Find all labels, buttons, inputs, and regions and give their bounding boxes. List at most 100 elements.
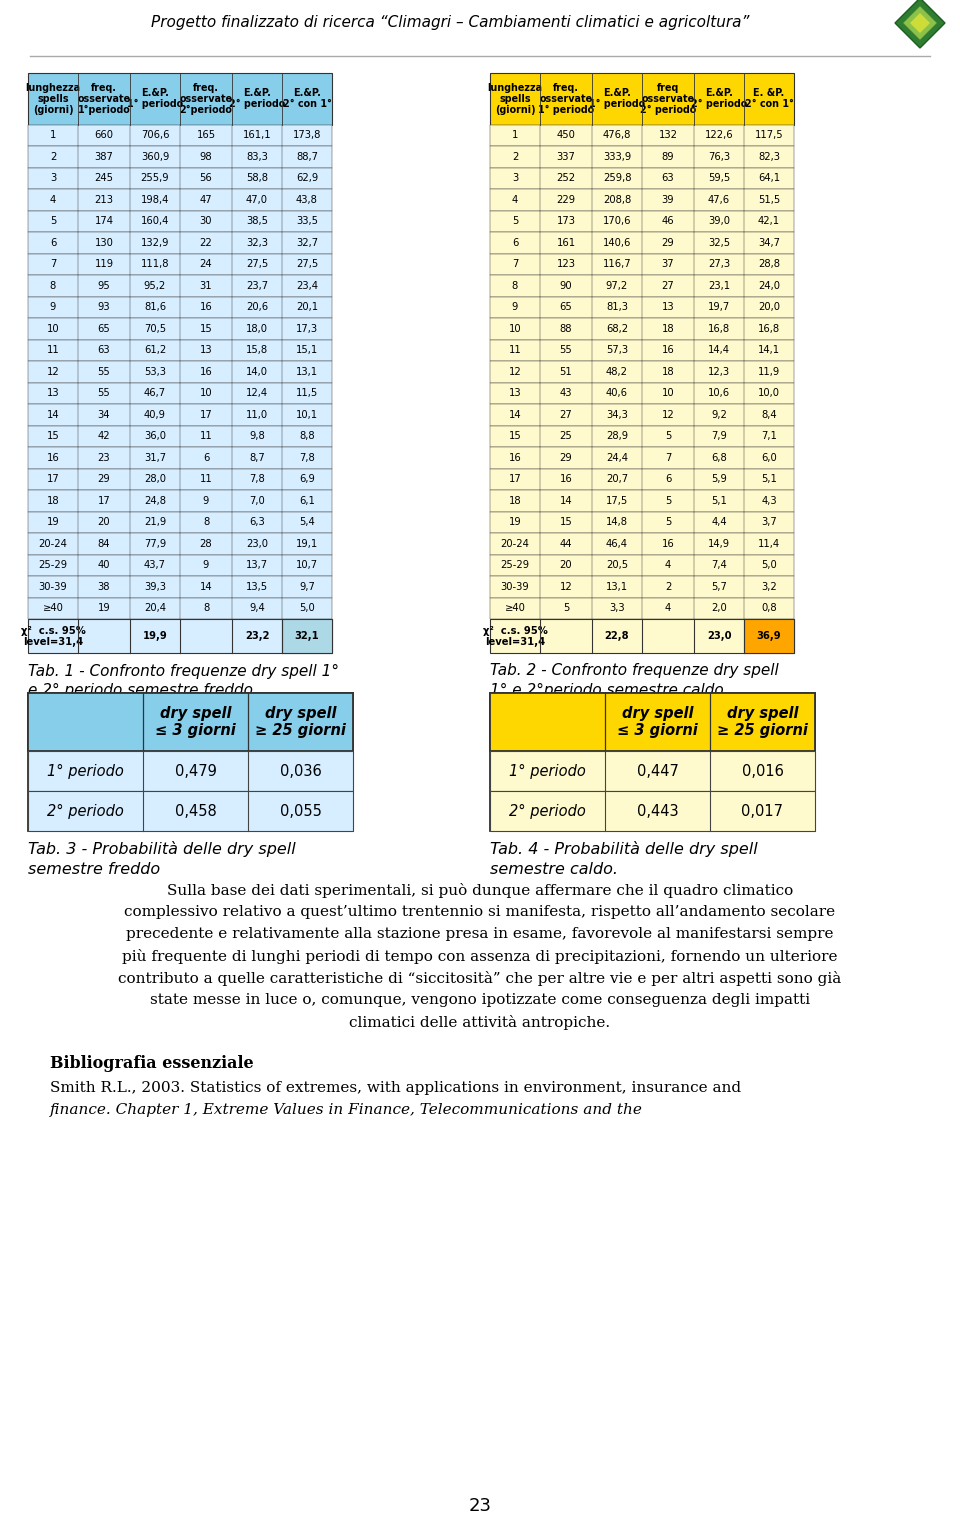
Text: 13,1: 13,1 — [296, 367, 318, 377]
Text: 20,6: 20,6 — [246, 303, 268, 312]
Text: 0,447: 0,447 — [636, 764, 679, 778]
Bar — [490, 533, 794, 555]
Text: 5: 5 — [512, 217, 518, 226]
Text: 116,7: 116,7 — [603, 260, 632, 269]
Text: 19: 19 — [509, 518, 521, 527]
Bar — [28, 339, 332, 361]
Text: 16: 16 — [661, 539, 674, 549]
Text: 23,1: 23,1 — [708, 281, 730, 290]
Text: 36,9: 36,9 — [756, 631, 781, 642]
Bar — [490, 694, 815, 750]
Text: 6,9: 6,9 — [300, 474, 315, 484]
Text: 8,7: 8,7 — [250, 452, 265, 463]
Bar — [490, 576, 794, 597]
Text: 5: 5 — [50, 217, 57, 226]
Text: 55: 55 — [560, 345, 572, 356]
Text: 15: 15 — [200, 324, 212, 333]
Bar — [490, 339, 794, 361]
Text: 12,3: 12,3 — [708, 367, 730, 377]
Text: 23,4: 23,4 — [296, 281, 318, 290]
Text: 47,0: 47,0 — [246, 196, 268, 205]
Text: 5: 5 — [665, 518, 671, 527]
Bar — [490, 469, 794, 490]
Text: 5,0: 5,0 — [761, 561, 777, 570]
Text: 0,016: 0,016 — [741, 764, 783, 778]
Bar — [28, 512, 332, 533]
Text: 11,4: 11,4 — [758, 539, 780, 549]
Text: 15: 15 — [560, 518, 572, 527]
Text: 140,6: 140,6 — [603, 238, 631, 248]
Text: 24,0: 24,0 — [758, 281, 780, 290]
Text: 4: 4 — [50, 196, 56, 205]
Text: 9,4: 9,4 — [250, 604, 265, 613]
Text: 9: 9 — [203, 497, 209, 506]
Text: 259,8: 259,8 — [603, 173, 632, 183]
Text: 40,9: 40,9 — [144, 410, 166, 420]
Text: 64,1: 64,1 — [758, 173, 780, 183]
Text: 32,5: 32,5 — [708, 238, 730, 248]
Text: 18: 18 — [47, 497, 60, 506]
Text: 2: 2 — [50, 151, 57, 162]
Text: 20-24: 20-24 — [500, 539, 529, 549]
Bar — [28, 555, 332, 576]
Text: 12,4: 12,4 — [246, 388, 268, 399]
Text: 6: 6 — [512, 238, 518, 248]
Text: 20: 20 — [560, 561, 572, 570]
Text: 33,5: 33,5 — [296, 217, 318, 226]
Text: finance. Chapter 1, Extreme Values in Finance, Telecommunications and the: finance. Chapter 1, Extreme Values in Fi… — [50, 1103, 643, 1117]
Text: 5,0: 5,0 — [300, 604, 315, 613]
Text: 20,1: 20,1 — [296, 303, 318, 312]
Text: 55: 55 — [98, 388, 110, 399]
Bar — [490, 211, 794, 232]
Text: freq.
osservate
2°periodo: freq. osservate 2°periodo — [180, 83, 232, 115]
Text: 30-39: 30-39 — [500, 582, 529, 591]
Text: 6,8: 6,8 — [711, 452, 727, 463]
Text: 14,4: 14,4 — [708, 345, 730, 356]
Text: ≥40: ≥40 — [505, 604, 525, 613]
Text: 34,7: 34,7 — [758, 238, 780, 248]
Text: 36,0: 36,0 — [144, 431, 166, 442]
Text: 132: 132 — [659, 130, 678, 141]
Bar — [28, 211, 332, 232]
Text: 90: 90 — [560, 281, 572, 290]
Text: 160,4: 160,4 — [141, 217, 169, 226]
Text: 161,1: 161,1 — [243, 130, 272, 141]
Text: 14,1: 14,1 — [758, 345, 780, 356]
Text: 2: 2 — [665, 582, 671, 591]
Text: 13,1: 13,1 — [606, 582, 628, 591]
Text: 117,5: 117,5 — [755, 130, 783, 141]
Text: 6,3: 6,3 — [250, 518, 265, 527]
Text: 38: 38 — [98, 582, 110, 591]
Text: 252: 252 — [557, 173, 576, 183]
Polygon shape — [903, 6, 937, 40]
Text: 17: 17 — [509, 474, 521, 484]
Text: climatici delle attività antropiche.: climatici delle attività antropiche. — [349, 1015, 611, 1030]
Text: 46: 46 — [661, 217, 674, 226]
Text: 3: 3 — [50, 173, 56, 183]
Text: 6,0: 6,0 — [761, 452, 777, 463]
Text: 61,2: 61,2 — [144, 345, 166, 356]
Text: 20,7: 20,7 — [606, 474, 628, 484]
Text: 17: 17 — [200, 410, 212, 420]
Text: E.&P.
1° periodo: E.&P. 1° periodo — [588, 89, 645, 110]
Bar — [490, 168, 794, 189]
Text: 173: 173 — [557, 217, 575, 226]
Text: 27: 27 — [661, 281, 674, 290]
Text: 3: 3 — [512, 173, 518, 183]
Text: 170,6: 170,6 — [603, 217, 632, 226]
Bar — [490, 125, 794, 147]
Text: 0,458: 0,458 — [175, 804, 216, 819]
Bar — [490, 512, 794, 533]
Bar — [28, 490, 332, 512]
Text: 17,3: 17,3 — [296, 324, 318, 333]
Text: 6: 6 — [665, 474, 671, 484]
Text: 18: 18 — [661, 324, 674, 333]
Text: 14,9: 14,9 — [708, 539, 730, 549]
Text: 24: 24 — [200, 260, 212, 269]
Bar — [28, 597, 332, 619]
Text: 23,2: 23,2 — [245, 631, 269, 642]
Text: dry spell
≤ 3 giorni: dry spell ≤ 3 giorni — [617, 706, 698, 738]
Text: 29: 29 — [98, 474, 110, 484]
Bar — [490, 296, 794, 318]
Text: 51,5: 51,5 — [757, 196, 780, 205]
